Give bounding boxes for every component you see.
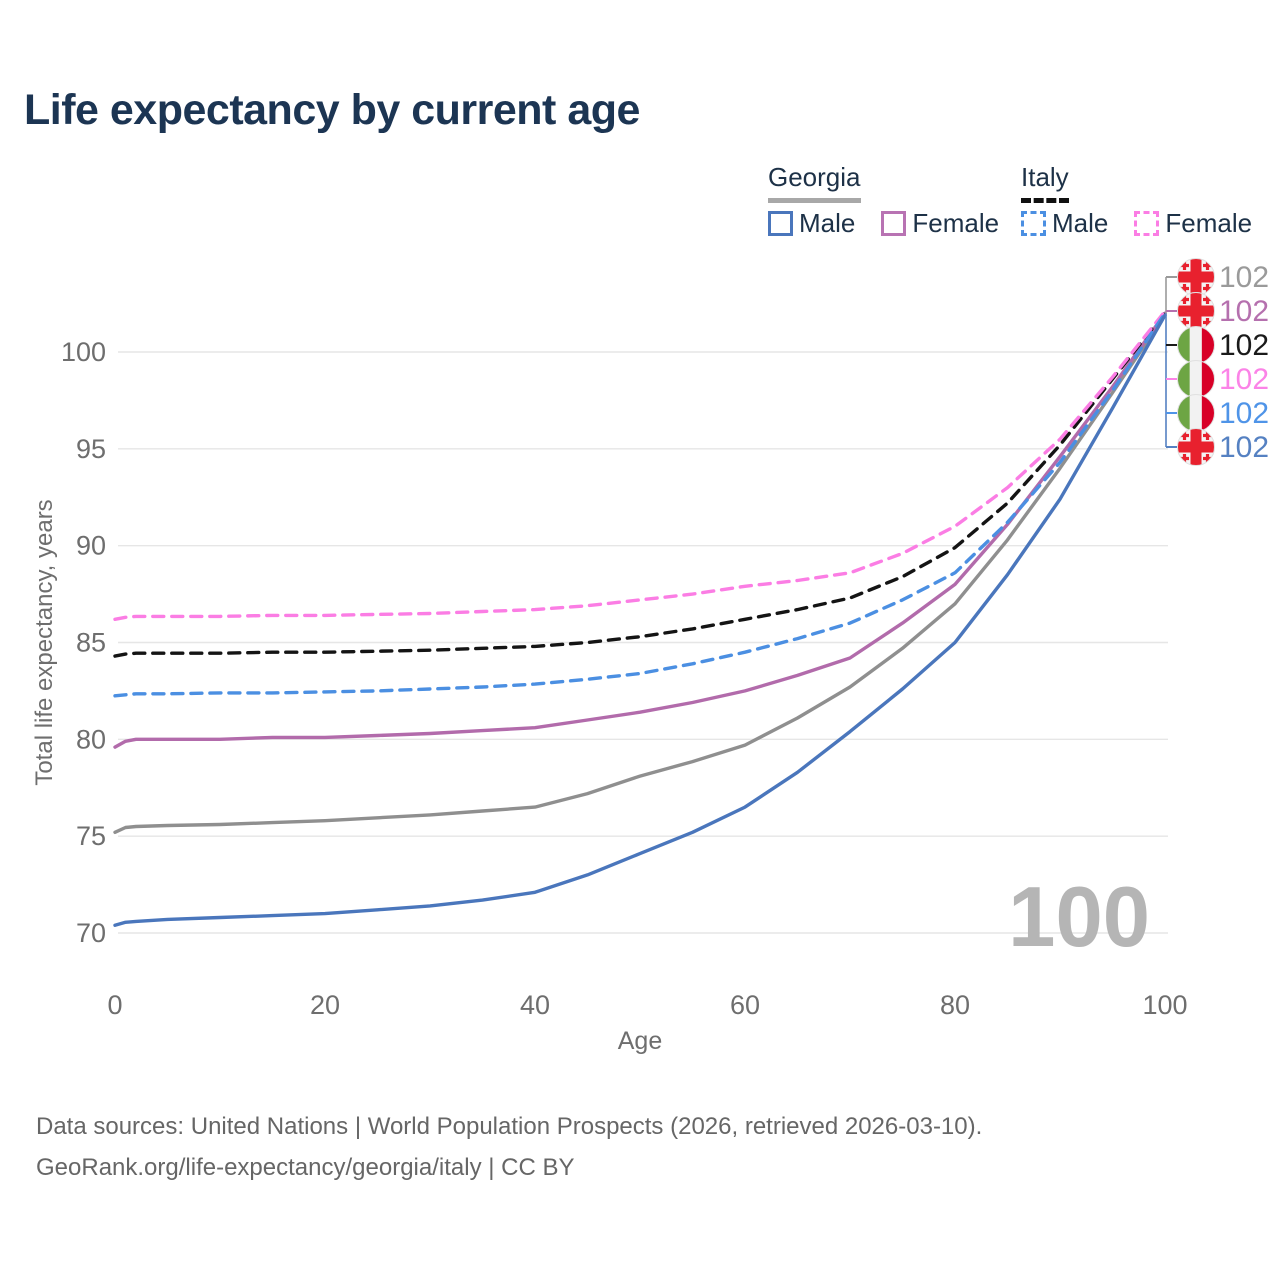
- x-tick-label: 20: [310, 990, 340, 1020]
- y-tick-label: 100: [61, 337, 106, 367]
- end-label-value: 102: [1219, 295, 1269, 328]
- y-tick-label: 85: [76, 628, 106, 658]
- x-tick-label: 100: [1142, 990, 1187, 1020]
- end-label-value: 102: [1219, 261, 1269, 294]
- gridlines: [118, 351, 1168, 934]
- georgia-flag-icon: [1177, 292, 1215, 330]
- x-tick-label: 80: [940, 990, 970, 1020]
- series-line-italy-male: [113, 311, 1167, 698]
- x-tick-label: 0: [107, 990, 122, 1020]
- italy-female-swatch-icon: [1134, 210, 1160, 236]
- attribution-link[interactable]: GeoRank.org/life-expectancy/georgia/ital…: [36, 1154, 575, 1181]
- y-tick-label: 95: [76, 434, 106, 464]
- legend-item-label: Female: [1165, 208, 1253, 238]
- x-tick-label: 40: [520, 990, 550, 1020]
- end-label-italy-female: 102: [1177, 360, 1269, 398]
- legend-group-italy: Italy Male Female: [1021, 162, 1252, 236]
- legend-item-italy-female[interactable]: Female: [1134, 210, 1252, 236]
- legend-item-italy-male[interactable]: Male: [1021, 210, 1108, 236]
- y-axis-tick-labels: 100 95 90 85 80 75 70: [61, 337, 106, 948]
- series-line-italy-female: [113, 309, 1167, 621]
- italy-flag-icon: [1177, 394, 1215, 432]
- series-line-georgia-male: [113, 313, 1167, 927]
- x-tick-label: 60: [730, 990, 760, 1020]
- georgia-flag-icon: [1177, 258, 1215, 296]
- legend-item-georgia-female[interactable]: Female: [881, 210, 999, 236]
- x-axis-tick-labels: 0 20 40 60 80 100: [107, 990, 1187, 1020]
- end-label-georgia-all: 102: [1177, 258, 1269, 296]
- x-axis-title: Age: [618, 1027, 662, 1055]
- legend-item-label: Female: [912, 208, 1000, 238]
- legend-item-georgia-male[interactable]: Male: [768, 210, 855, 236]
- y-axis-title: Total life expectancy, years: [31, 499, 58, 785]
- legend: Georgia Male Female Italy Male Female: [0, 162, 1280, 242]
- data-sources-note: Data sources: United Nations | World Pop…: [36, 1113, 983, 1140]
- italy-male-swatch-icon: [1021, 210, 1046, 236]
- georgia-flag-icon: [1177, 428, 1215, 466]
- end-label-value: 102: [1219, 363, 1269, 396]
- y-tick-label: 70: [76, 918, 106, 948]
- end-label-value: 102: [1219, 431, 1269, 464]
- end-label-italy-all: 102: [1177, 326, 1269, 364]
- page-title: Life expectancy by current age: [24, 86, 640, 134]
- y-tick-label: 90: [76, 531, 106, 561]
- chart-footer: Data sources: United Nations | World Pop…: [36, 1106, 982, 1188]
- end-label-value: 102: [1219, 397, 1269, 430]
- georgia-female-swatch-icon: [881, 210, 907, 236]
- series-line-georgia-female: [113, 311, 1167, 749]
- series-line-georgia-all: [113, 313, 1167, 834]
- y-tick-label: 80: [76, 724, 106, 754]
- legend-header-georgia: Georgia: [768, 162, 861, 203]
- georgia-male-swatch-icon: [768, 210, 793, 236]
- end-label-value: 102: [1219, 329, 1269, 362]
- legend-group-georgia: Georgia Male Female: [768, 162, 999, 236]
- legend-header-italy: Italy: [1021, 162, 1069, 203]
- series-line-italy-all: [113, 310, 1167, 658]
- leader-lines: [1165, 276, 1177, 448]
- italy-flag-icon: [1177, 360, 1215, 398]
- legend-item-label: Male: [1052, 208, 1109, 238]
- italy-flag-icon: [1177, 326, 1215, 364]
- legend-item-label: Male: [799, 208, 856, 238]
- end-label-italy-male: 102: [1177, 394, 1269, 432]
- age-counter-watermark: 100: [1008, 870, 1150, 965]
- y-tick-label: 75: [76, 821, 106, 851]
- end-label-georgia-female: 102: [1177, 292, 1269, 330]
- end-label-georgia-male: 102: [1177, 428, 1269, 466]
- series-lines: [113, 309, 1167, 927]
